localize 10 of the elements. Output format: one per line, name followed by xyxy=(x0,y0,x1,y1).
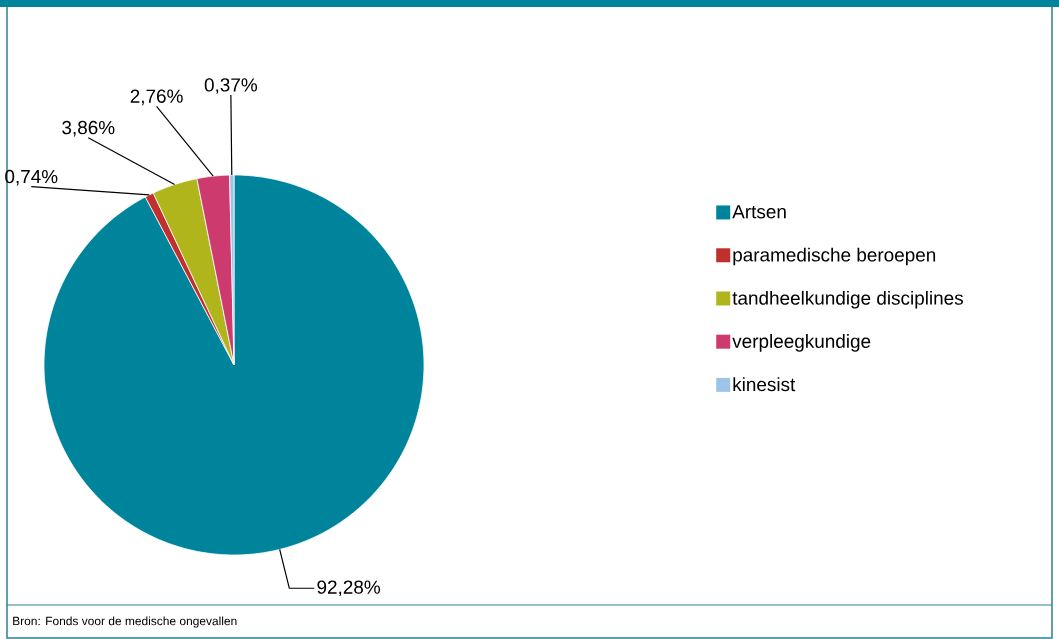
data-label: 0,37% xyxy=(204,78,258,94)
data-label: 3,86% xyxy=(62,120,115,137)
legend-label: paramedische beroepen xyxy=(733,247,936,266)
legend-label: tandheelkundige disciplines xyxy=(732,290,963,309)
legend-label: kinesist xyxy=(733,377,796,392)
data-label: 2,76% xyxy=(130,89,183,106)
legend-label: verpleegkundige xyxy=(732,334,871,352)
legend-label: Artsen xyxy=(732,205,786,219)
data-label: 92,28% xyxy=(317,580,381,597)
text: Bron: Fonds voor de medische ongevallen xyxy=(13,616,237,628)
